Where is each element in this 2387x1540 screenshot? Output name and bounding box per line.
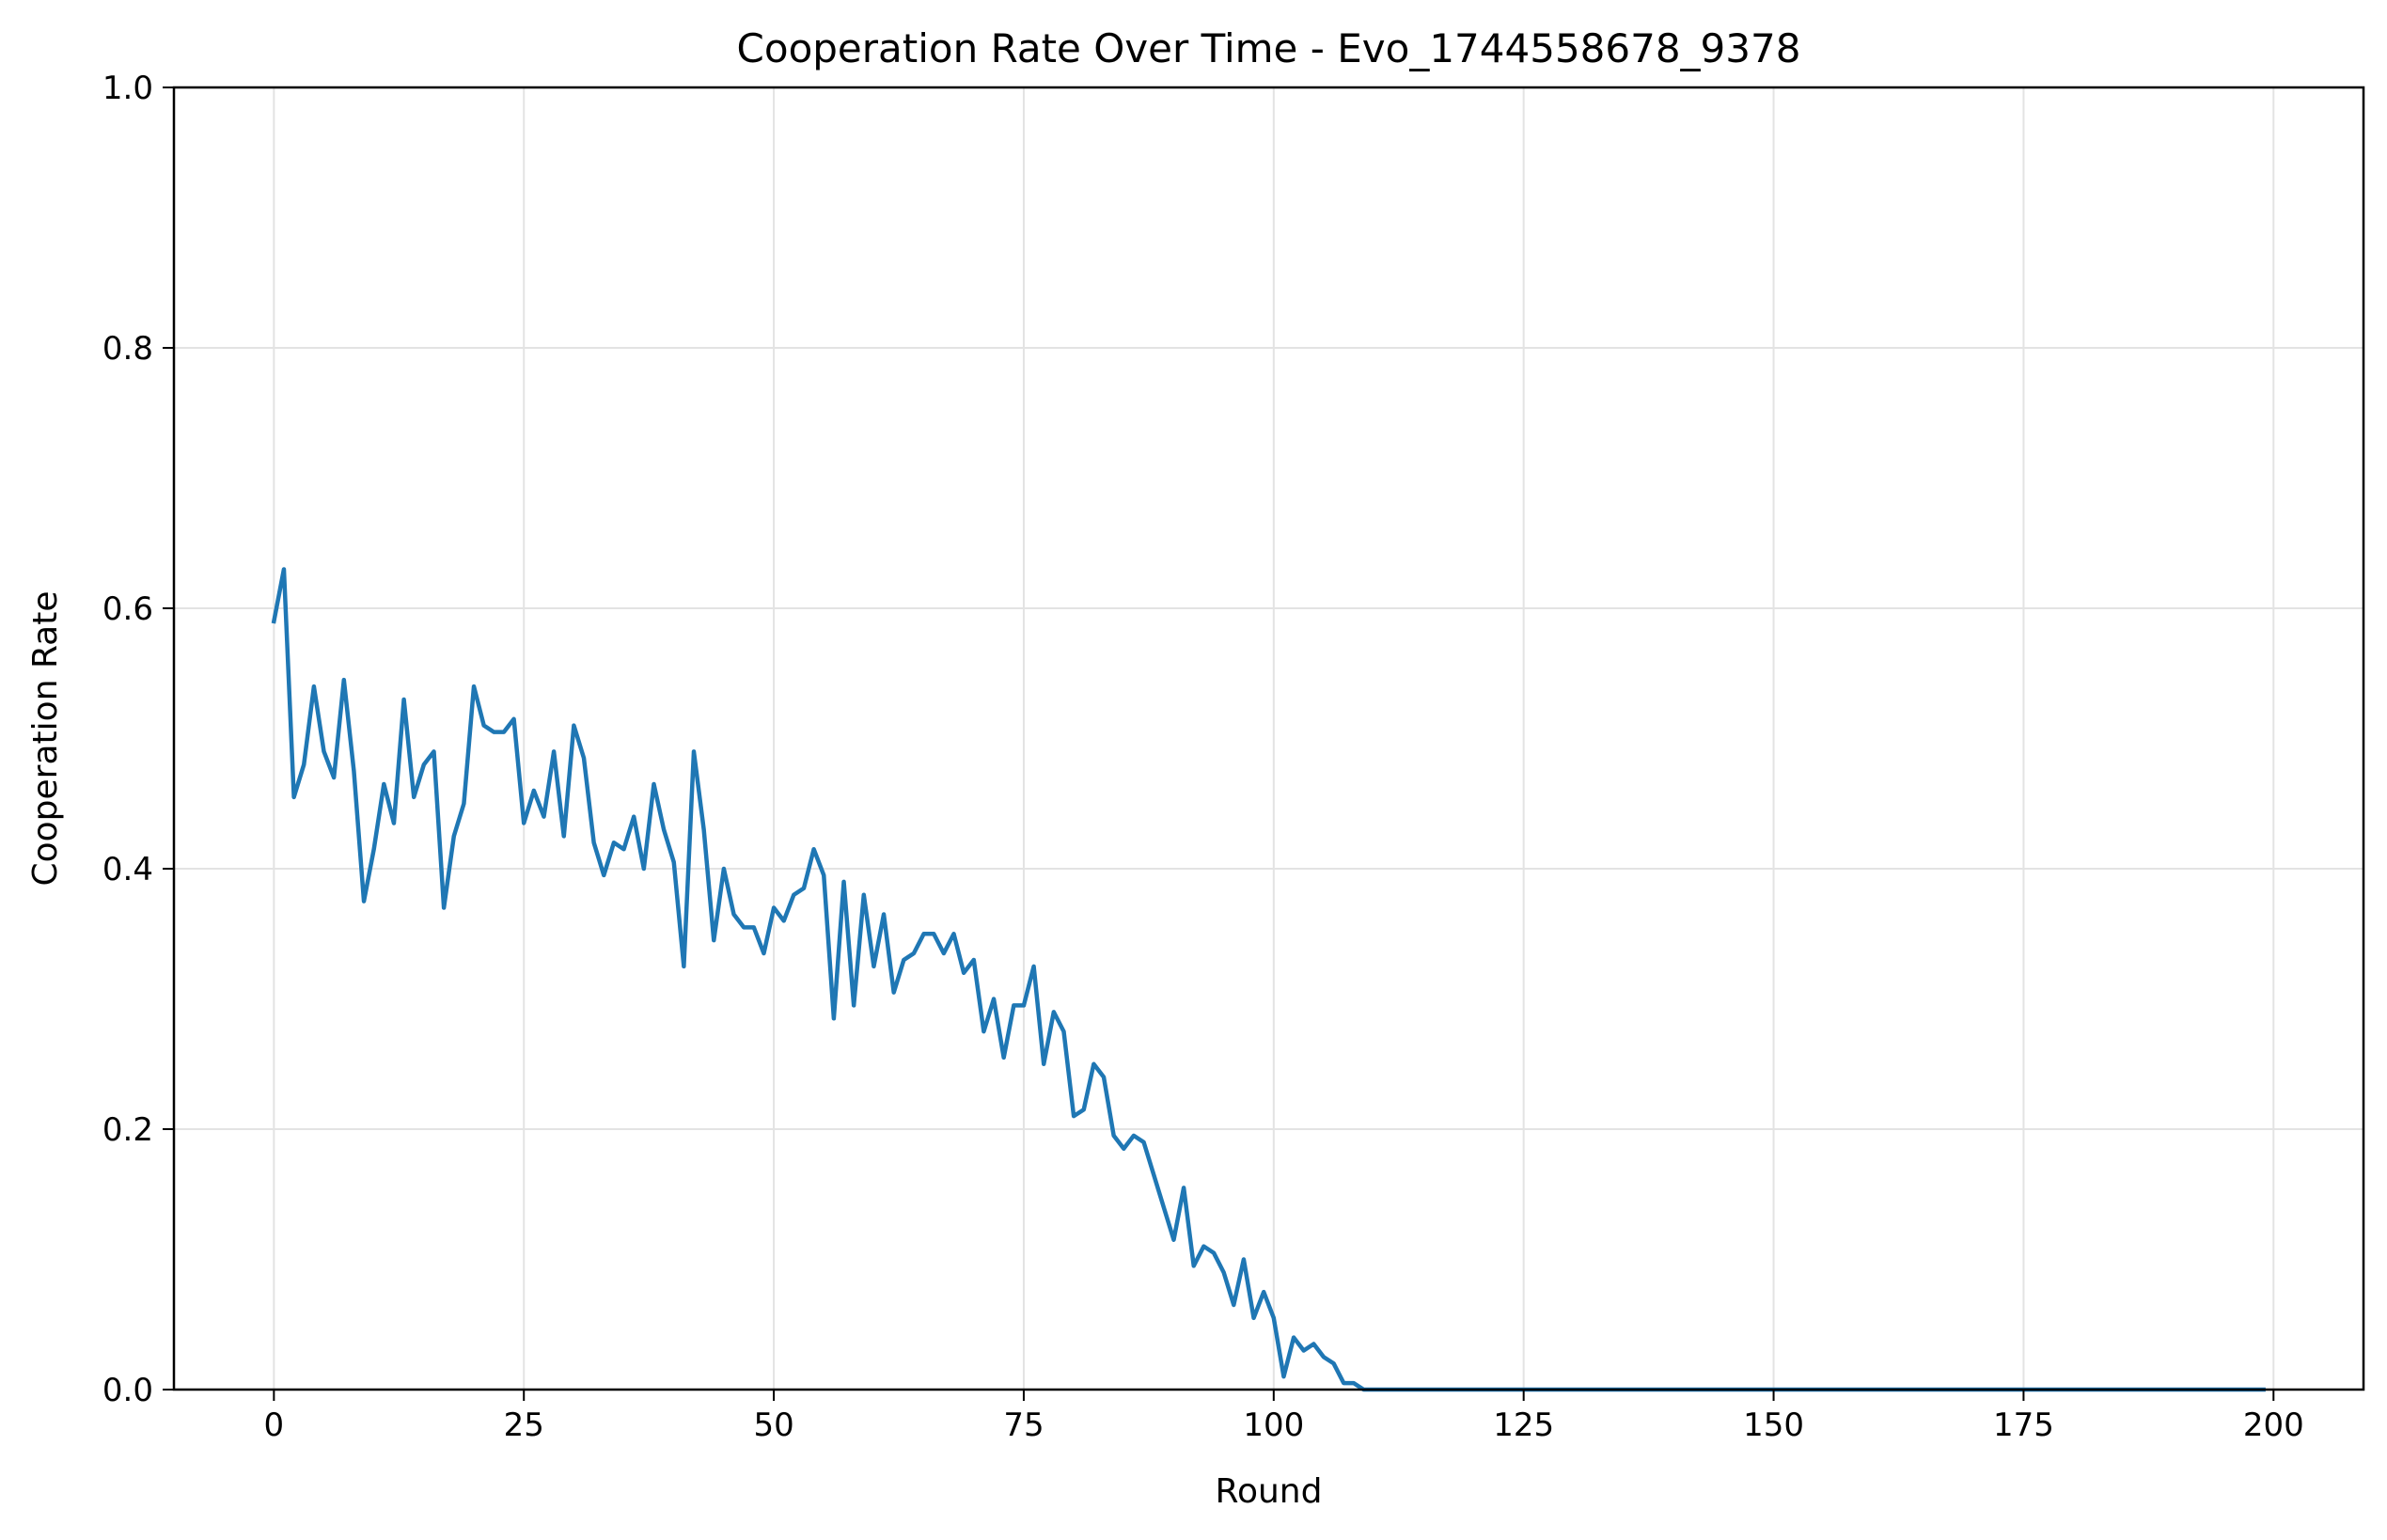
y-axis-title: Cooperation Rate — [26, 591, 65, 887]
x-tick-label: 125 — [1493, 1406, 1554, 1444]
x-axis-title: Round — [1216, 1472, 1323, 1511]
x-tick-label: 0 — [264, 1406, 285, 1444]
y-tick-label: 0.4 — [102, 851, 153, 888]
x-tick-label: 100 — [1243, 1406, 1304, 1444]
x-tick-label: 200 — [2243, 1406, 2304, 1444]
x-tick-label: 75 — [1003, 1406, 1044, 1444]
cooperation-rate-line — [271, 567, 2266, 1392]
plot-area-frame — [172, 86, 2365, 1391]
x-tick-label: 50 — [753, 1406, 793, 1444]
x-tick-label: 25 — [504, 1406, 544, 1444]
x-tick-label: 175 — [1993, 1406, 2054, 1444]
y-tick-label: 0.6 — [102, 590, 153, 628]
x-tick-label: 150 — [1743, 1406, 1804, 1444]
y-tick-label: 1.0 — [102, 70, 153, 107]
y-tick-label: 0.8 — [102, 330, 153, 368]
y-tick-label: 0.2 — [102, 1111, 153, 1149]
ticks: 0 25 50 75 100 125 150 175 200 0.0 0.2 0.4 0.6 0.8 1.0 — [102, 70, 2304, 1444]
y-tick-label: 0.0 — [102, 1372, 153, 1409]
chart-title: Cooperation Rate Over Time - Evo_1744558… — [737, 25, 1801, 71]
series-layer — [271, 567, 2266, 1392]
